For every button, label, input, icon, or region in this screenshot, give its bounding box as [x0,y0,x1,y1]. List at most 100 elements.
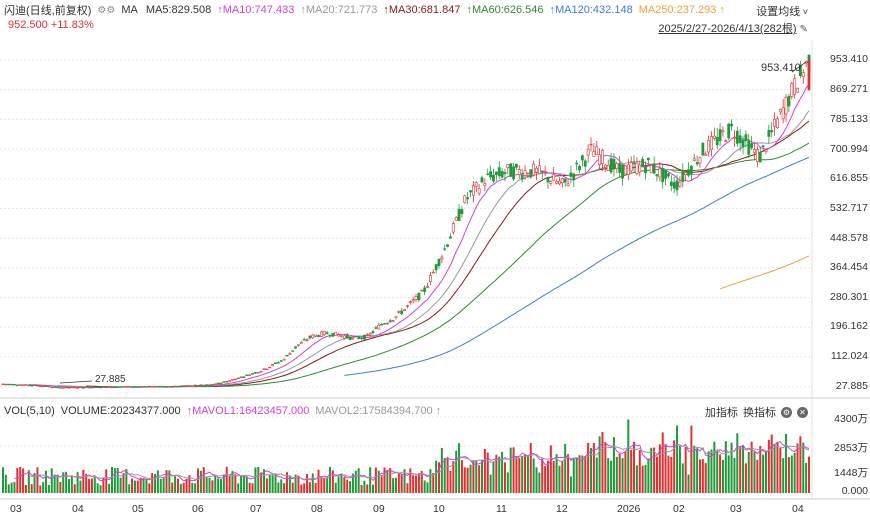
candle-body [233,378,237,381]
candle-body [76,387,79,389]
volume-bar [509,447,512,493]
volume-bar [595,457,598,493]
candle-body [572,173,576,180]
candle-body [512,166,515,180]
candle-body [546,177,550,183]
volume-bar [33,473,36,493]
candle-body [526,175,530,177]
volume-bar [22,468,25,493]
candle-body [262,368,266,370]
candle-body [276,362,280,364]
volume-bar [615,456,618,493]
pin-icon[interactable]: ✎ [799,24,808,35]
candle-body [477,188,481,194]
volume-bar [110,467,113,493]
candle-body [79,386,82,389]
volume-bar [575,457,578,493]
volume-bar [294,474,297,493]
candle-body [764,149,768,153]
candle-body [222,381,226,383]
volume-tick: 4300万 [834,413,868,425]
candle-body [483,183,487,187]
volume-bar [541,458,544,493]
volume-bar [621,458,624,493]
candle-body [655,174,659,177]
settings-ma-button[interactable]: 设置均线 ˅ [756,3,808,19]
candle-body [368,333,372,336]
volume-bar [578,455,581,493]
candle-body [449,236,452,239]
price-tick: 785.133 [830,113,868,125]
volume-bar [197,468,200,493]
candle-body [190,385,194,387]
candle-body [139,386,143,388]
date-tick: 11 [496,503,507,515]
volume-bar [4,474,7,493]
volume-bar [598,436,601,493]
volume-bar [779,447,782,493]
stock-label: 闪迪(日线,前复权) [4,5,92,17]
volume-bar [492,461,495,493]
volume-bar [415,475,418,493]
volume-bar [612,437,615,493]
volume-bar [42,482,45,493]
volume-bar [154,473,157,493]
volume-bar [699,459,702,493]
candle-body [302,339,306,341]
volume-bar [647,458,650,493]
volume-bar [194,483,197,493]
candle-body [472,185,475,196]
volume-bar [670,456,673,493]
volume-bar [171,482,174,493]
settings-icon[interactable]: ⚙ [781,406,792,418]
volume-bar [237,483,240,493]
candle-body [601,150,604,164]
volume-bar [311,473,314,493]
volume-bar [389,467,392,493]
volume-bar [317,469,320,493]
candle-body [176,385,180,388]
volume-bar [770,434,773,493]
volume-bar [217,478,220,493]
add-indicator-button[interactable]: 加指标 [705,407,738,419]
volume-bar [440,447,443,493]
candle-body [394,316,398,319]
volume-bar [88,478,91,493]
candle-body [47,385,51,388]
volume-bar [776,442,779,493]
volume-bar [383,467,386,493]
price-tick: 953.410 [830,53,868,65]
candle-body [256,371,260,374]
candle-body [758,152,762,163]
candle-body [420,289,424,292]
volume-bar [661,432,664,493]
date-tick: 2026 [617,503,641,515]
low-price-annotation: 27.885 [95,374,126,385]
close-icon[interactable]: ✕ [797,406,808,418]
candle-body [463,195,467,203]
candle-body [606,164,610,172]
candle-body [578,165,581,171]
volume-bar [168,470,171,493]
volume-bar [222,474,225,493]
volume-bar [116,467,119,493]
settings-ma-label: 设置均线 [756,6,801,18]
candle-body [311,334,315,339]
switch-indicator-button[interactable]: 换指标 [743,407,776,419]
candle-body [259,371,263,373]
candle-body [581,155,584,161]
candle-body [36,384,39,387]
volume-bar [701,459,704,493]
candle-body [540,171,544,173]
candle-body [646,157,650,161]
candle-body [170,386,174,388]
candle-body [701,142,705,156]
candle-body [64,386,68,389]
gear-icon[interactable]: ⚙⚙ [97,4,116,16]
volume-bar [549,445,552,493]
candle-body [127,386,131,388]
volume-bar [753,451,756,493]
candle-body [426,286,429,288]
candle-body [162,386,166,388]
